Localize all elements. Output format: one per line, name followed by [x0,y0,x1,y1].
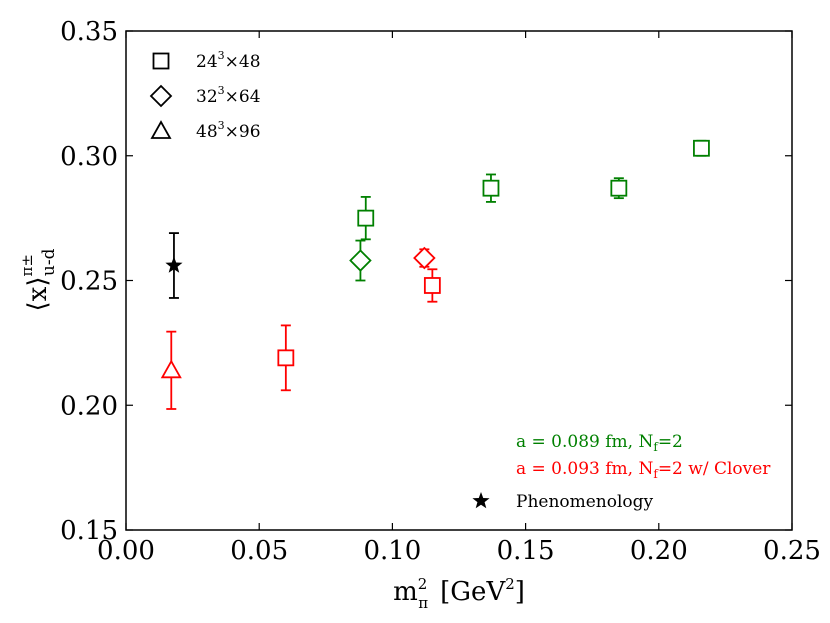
x-axis-label: m2 π [GeV2] [393,575,525,612]
legend-label: 243×48 [196,49,261,72]
legend-label: 483×96 [196,119,261,142]
data-point [165,232,183,299]
marker-fill [358,210,374,226]
marker-fill [414,248,435,269]
legend-triangle-icon [150,120,172,139]
legend-entry: 243×48 [152,49,261,72]
marker-fill [483,180,499,196]
diamond-marker [349,249,372,272]
x-tick-label: 0.05 [230,536,288,566]
x-tick-label: 0.20 [630,536,688,566]
x-tick-label: 0.15 [497,536,555,566]
data-point [482,173,500,203]
legend-entry: 323×64 [149,84,261,108]
data-marks [160,139,710,410]
data-point [413,246,436,270]
legend-square-icon [152,52,170,70]
y-tick-label: 0.25 [60,267,118,297]
y-tick-label: 0.35 [60,17,118,47]
square-marker [357,209,375,227]
x-tick-label: 0.00 [97,536,155,566]
data-point [693,139,710,157]
tick-labels: 0.00 0.05 0.10 0.15 0.20 0.25 0.15 0.20 0.25 0.30… [60,17,821,566]
marker-fill [162,361,181,378]
triangle-marker [160,359,182,379]
square-marker [277,349,295,367]
note-red: a = 0.093 fm, Nf=2 w/ Clover [516,459,771,481]
marker-fill [693,140,709,156]
square-marker [423,277,441,294]
data-point [160,330,182,410]
data-point [357,196,375,241]
data-point [423,268,441,303]
data-point [349,239,372,282]
legend-label: 323×64 [196,84,261,107]
square-marker [610,179,628,197]
axis-ticks [125,30,793,531]
data-point [277,324,295,392]
data-point [610,177,628,200]
legend-diamond-icon [149,84,173,108]
marker-fill [350,250,371,271]
y-tick-label: 0.30 [60,142,118,172]
legend: 243×48 323×64 483×96 [149,49,261,142]
marker-fill [278,350,294,366]
phenomenology-star-icon [472,492,490,509]
y-tick-label: 0.15 [60,516,118,546]
marker-fill [611,180,627,196]
marker-fill [424,277,440,293]
x-tick-label: 0.25 [763,536,821,566]
y-tick-label: 0.20 [60,391,118,421]
star-marker [165,256,183,273]
note-green: a = 0.089 fm, Nf=2 [516,432,683,454]
square-marker [482,179,500,197]
note-phenomenology-label: Phenomenology [516,492,654,512]
legend-entry: 483×96 [150,119,261,142]
diamond-marker [413,246,436,270]
y-axis-label: ⟨x⟩π± u-d [18,248,59,311]
square-marker [693,139,710,157]
x-tick-label: 0.10 [363,536,421,566]
svg-text:⟨x⟩π±u-d: ⟨x⟩π± u-d [18,248,59,311]
note-phenomenology: Phenomenology [472,492,654,512]
